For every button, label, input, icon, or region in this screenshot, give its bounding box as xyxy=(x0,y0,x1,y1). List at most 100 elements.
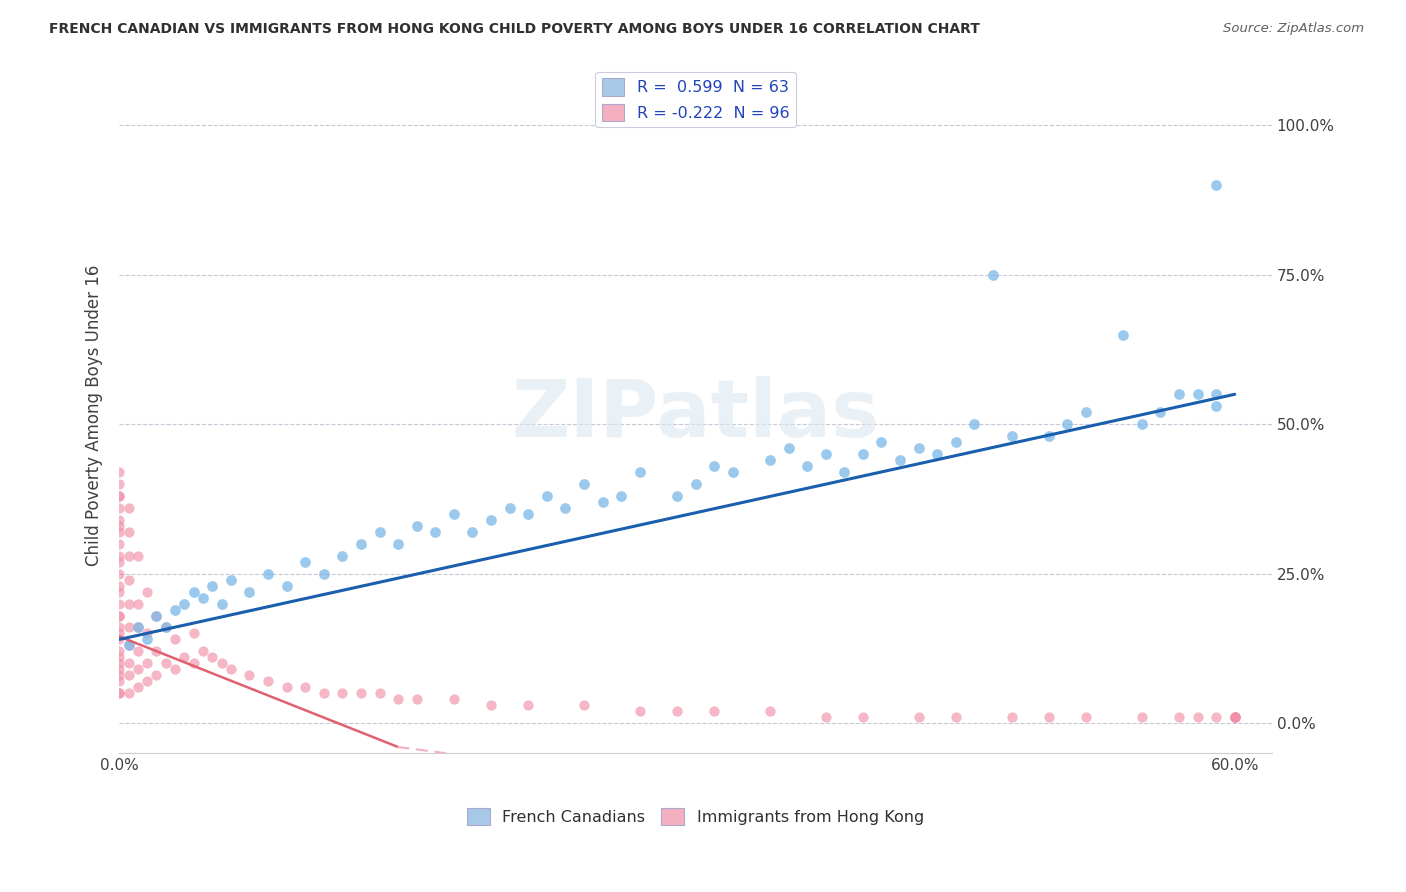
Point xyxy=(145,608,167,623)
Point xyxy=(907,710,929,724)
Text: FRENCH CANADIAN VS IMMIGRANTS FROM HONG KONG CHILD POVERTY AMONG BOYS UNDER 16 C: FRENCH CANADIAN VS IMMIGRANTS FROM HONG … xyxy=(49,22,980,37)
Point xyxy=(1168,387,1191,401)
Point xyxy=(155,657,177,671)
Point xyxy=(117,639,139,653)
Point xyxy=(183,584,205,599)
Point xyxy=(572,477,595,491)
Point xyxy=(945,710,967,724)
Point xyxy=(117,500,139,515)
Point xyxy=(796,458,818,473)
Point xyxy=(127,620,149,634)
Point xyxy=(108,465,131,479)
Point xyxy=(870,435,893,450)
Point xyxy=(108,584,131,599)
Point xyxy=(211,597,233,611)
Point xyxy=(108,644,131,658)
Point xyxy=(173,650,195,665)
Point xyxy=(517,698,540,713)
Legend: French Canadians, Immigrants from Hong Kong: French Canadians, Immigrants from Hong K… xyxy=(461,802,931,831)
Point xyxy=(108,537,131,551)
Point xyxy=(721,465,744,479)
Point xyxy=(136,657,159,671)
Point xyxy=(108,549,131,563)
Point xyxy=(117,597,139,611)
Point xyxy=(368,524,391,539)
Point xyxy=(1130,417,1153,432)
Text: Source: ZipAtlas.com: Source: ZipAtlas.com xyxy=(1223,22,1364,36)
Point xyxy=(1187,387,1209,401)
Point xyxy=(1223,710,1246,724)
Point xyxy=(479,698,502,713)
Point xyxy=(211,657,233,671)
Point xyxy=(1001,429,1024,443)
Point xyxy=(117,549,139,563)
Point xyxy=(108,555,131,569)
Point xyxy=(1223,710,1246,724)
Point xyxy=(183,657,205,671)
Point xyxy=(238,584,260,599)
Point xyxy=(963,417,986,432)
Point xyxy=(238,668,260,682)
Point xyxy=(536,489,558,503)
Point xyxy=(201,650,224,665)
Point xyxy=(1056,417,1078,432)
Point xyxy=(907,441,929,455)
Point xyxy=(425,524,447,539)
Point xyxy=(461,524,484,539)
Point xyxy=(108,579,131,593)
Point xyxy=(350,686,373,700)
Point xyxy=(927,447,949,461)
Point xyxy=(117,620,139,634)
Point xyxy=(127,597,149,611)
Point xyxy=(145,668,167,682)
Point xyxy=(312,566,335,581)
Point xyxy=(108,518,131,533)
Point xyxy=(108,566,131,581)
Point xyxy=(163,662,186,676)
Point xyxy=(1001,710,1024,724)
Point xyxy=(1074,405,1097,419)
Point xyxy=(201,579,224,593)
Point xyxy=(276,579,298,593)
Point xyxy=(191,644,214,658)
Point xyxy=(108,489,131,503)
Point xyxy=(108,608,131,623)
Point xyxy=(703,704,725,718)
Point xyxy=(1205,399,1227,413)
Point xyxy=(127,549,149,563)
Point xyxy=(387,537,409,551)
Point xyxy=(294,555,316,569)
Point xyxy=(294,680,316,694)
Point xyxy=(108,524,131,539)
Point xyxy=(312,686,335,700)
Point xyxy=(1223,710,1246,724)
Point xyxy=(136,632,159,647)
Point xyxy=(981,268,1004,282)
Point xyxy=(368,686,391,700)
Point xyxy=(108,657,131,671)
Point xyxy=(628,465,651,479)
Point xyxy=(852,710,875,724)
Point xyxy=(276,680,298,694)
Point xyxy=(219,662,242,676)
Point xyxy=(628,704,651,718)
Point xyxy=(127,680,149,694)
Point xyxy=(1223,710,1246,724)
Point xyxy=(814,710,837,724)
Point xyxy=(332,686,354,700)
Point xyxy=(163,602,186,616)
Point xyxy=(405,518,427,533)
Point xyxy=(219,573,242,587)
Point xyxy=(163,632,186,647)
Point xyxy=(1074,710,1097,724)
Point xyxy=(117,657,139,671)
Point xyxy=(108,674,131,689)
Point xyxy=(1187,710,1209,724)
Point xyxy=(108,500,131,515)
Point xyxy=(592,495,614,509)
Point xyxy=(1112,327,1135,342)
Point xyxy=(1038,710,1060,724)
Point xyxy=(117,639,139,653)
Point xyxy=(685,477,707,491)
Point xyxy=(350,537,373,551)
